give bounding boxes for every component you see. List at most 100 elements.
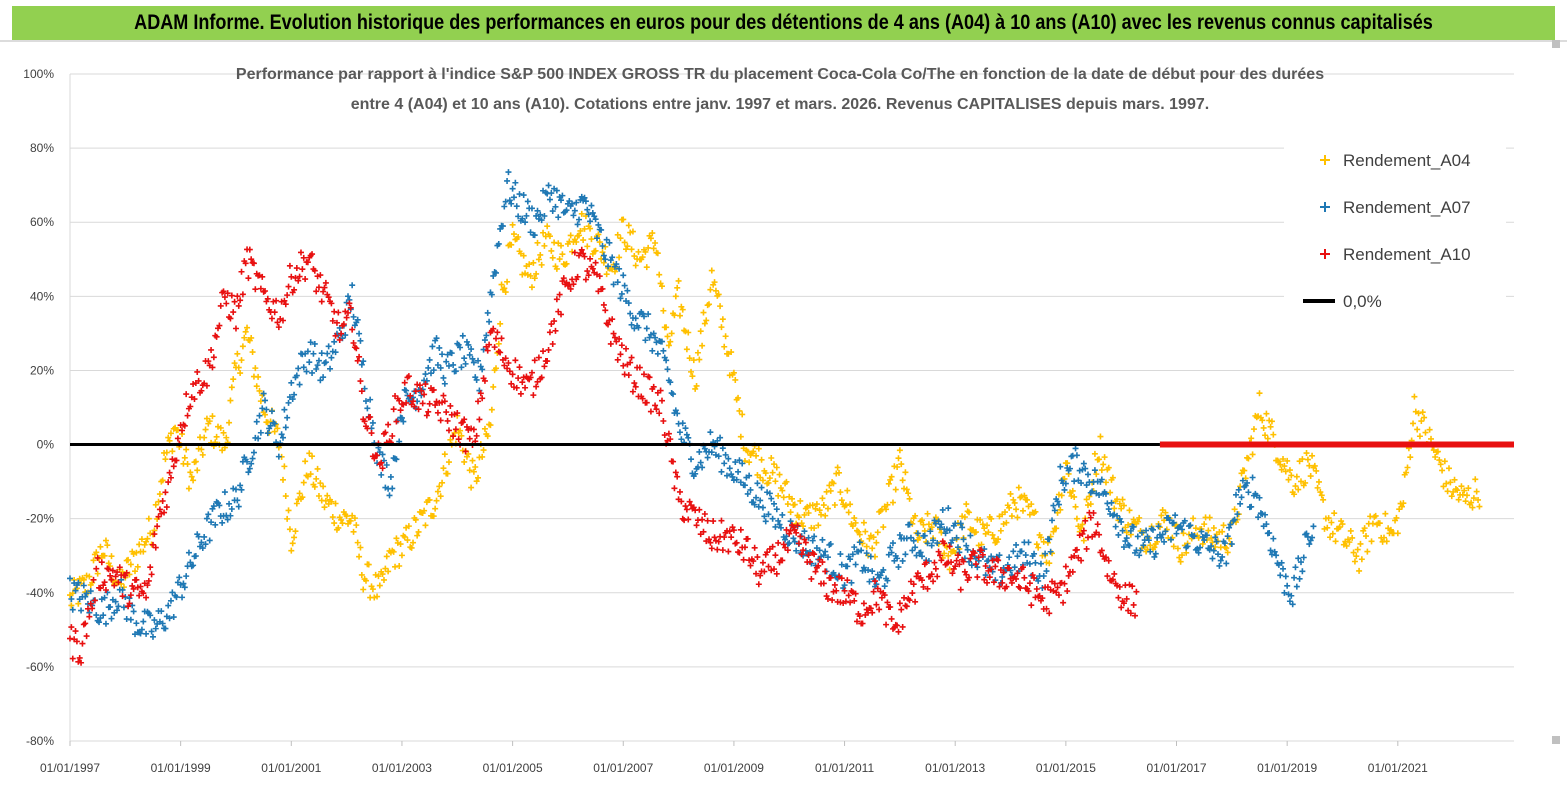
- point-rendement-a07: [452, 368, 459, 375]
- point-rendement-a07: [588, 202, 595, 209]
- point-rendement-a07: [1049, 517, 1056, 524]
- point-rendement-a10: [696, 506, 703, 513]
- point-rendement-a07: [1181, 517, 1188, 524]
- point-rendement-a07: [244, 458, 251, 465]
- x-tick-label: 01/01/2001: [261, 761, 321, 775]
- point-rendement-a07: [1223, 560, 1230, 567]
- point-rendement-a07: [616, 265, 623, 272]
- point-rendement-a07: [1013, 541, 1020, 548]
- point-rendement-a10: [422, 381, 429, 388]
- point-rendement-a10: [1111, 570, 1118, 577]
- point-rendement-a04: [689, 373, 696, 380]
- point-rendement-a04: [1105, 464, 1112, 471]
- point-rendement-a07: [389, 485, 396, 492]
- point-rendement-a10: [1013, 575, 1020, 582]
- point-rendement-a04: [694, 349, 701, 356]
- point-rendement-a10: [845, 592, 852, 599]
- resize-handle[interactable]: [1552, 736, 1560, 744]
- point-rendement-a07: [216, 502, 223, 509]
- point-rendement-a10: [708, 545, 715, 552]
- point-rendement-a04: [527, 272, 534, 279]
- point-rendement-a10: [264, 295, 271, 302]
- point-rendement-a07: [744, 490, 751, 497]
- point-rendement-a04: [1260, 424, 1267, 431]
- point-rendement-a10: [490, 325, 497, 332]
- point-rendement-a10: [714, 546, 721, 553]
- point-rendement-a10: [1120, 600, 1127, 607]
- point-rendement-a07: [779, 511, 786, 518]
- point-rendement-a10: [237, 297, 244, 304]
- legend-box: [1284, 134, 1506, 322]
- point-rendement-a07: [1150, 526, 1156, 533]
- point-rendement-a04: [862, 528, 869, 535]
- point-rendement-a07: [400, 418, 407, 425]
- point-rendement-a04: [181, 454, 188, 461]
- point-rendement-a07: [658, 338, 665, 345]
- point-rendement-a10: [910, 581, 917, 588]
- point-rendement-a07: [1278, 559, 1285, 566]
- point-rendement-a04: [293, 500, 300, 507]
- point-rendement-a04: [441, 451, 448, 458]
- point-rendement-a10: [69, 655, 76, 662]
- point-rendement-a07: [628, 321, 635, 328]
- point-rendement-a07: [504, 177, 511, 184]
- point-rendement-a10: [268, 315, 275, 322]
- point-rendement-a10: [356, 353, 363, 360]
- point-rendement-a10: [852, 590, 859, 597]
- point-rendement-a04: [1021, 492, 1028, 499]
- point-rendement-a10: [928, 571, 935, 578]
- point-rendement-a07: [754, 480, 761, 487]
- point-rendement-a10: [967, 555, 974, 562]
- point-rendement-a04: [220, 429, 227, 436]
- point-rendement-a04: [1083, 496, 1090, 503]
- point-rendement-a10: [678, 498, 685, 505]
- point-rendement-a07: [422, 371, 429, 378]
- point-rendement-a07: [162, 625, 169, 632]
- point-rendement-a04: [1126, 507, 1133, 514]
- point-rendement-a07: [1179, 526, 1186, 533]
- point-rendement-a10: [974, 574, 981, 581]
- point-rendement-a10: [870, 588, 877, 595]
- point-rendement-a07: [773, 506, 780, 513]
- point-rendement-a10: [346, 300, 353, 307]
- point-rendement-a04: [556, 256, 563, 263]
- point-rendement-a07: [245, 469, 252, 476]
- point-rendement-a10: [978, 547, 985, 554]
- point-rendement-a10: [552, 327, 559, 334]
- point-rendement-a04: [1472, 476, 1479, 483]
- point-rendement-a07: [1126, 542, 1133, 549]
- point-rendement-a10: [313, 288, 320, 295]
- point-rendement-a04: [228, 384, 235, 391]
- point-rendement-a10: [111, 582, 118, 589]
- point-rendement-a07: [641, 313, 648, 320]
- point-rendement-a10: [982, 562, 989, 569]
- point-rendement-a07: [907, 534, 914, 541]
- point-rendement-a07: [1209, 555, 1216, 562]
- point-rendement-a10: [725, 548, 732, 555]
- point-rendement-a04: [1468, 499, 1475, 506]
- point-rendement-a07: [212, 521, 219, 528]
- point-rendement-a10: [1061, 580, 1068, 587]
- point-rendement-a10: [516, 364, 523, 371]
- point-rendement-a04: [587, 225, 594, 232]
- point-rendement-a04: [226, 419, 233, 426]
- point-rendement-a10: [935, 548, 942, 555]
- point-rendement-a07: [147, 612, 154, 619]
- point-rendement-a10: [1051, 580, 1058, 587]
- point-rendement-a04: [166, 437, 173, 444]
- point-rendement-a04: [302, 458, 309, 465]
- y-axis: 100%80%60%40%20%0%-20%-40%-60%-80%: [23, 67, 54, 748]
- resize-handle[interactable]: [1552, 40, 1560, 48]
- point-rendement-a10: [531, 357, 538, 364]
- point-rendement-a07: [180, 580, 187, 587]
- point-rendement-a07: [238, 486, 245, 493]
- point-rendement-a07: [466, 351, 473, 358]
- point-rendement-a07: [1055, 501, 1062, 508]
- point-rendement-a04: [213, 433, 220, 440]
- point-rendement-a04: [1116, 500, 1123, 507]
- y-tick-label: 0%: [37, 438, 55, 452]
- point-rendement-a10: [824, 595, 831, 602]
- point-rendement-a10: [441, 398, 448, 405]
- point-rendement-a10: [765, 563, 772, 570]
- point-rendement-a07: [820, 552, 827, 559]
